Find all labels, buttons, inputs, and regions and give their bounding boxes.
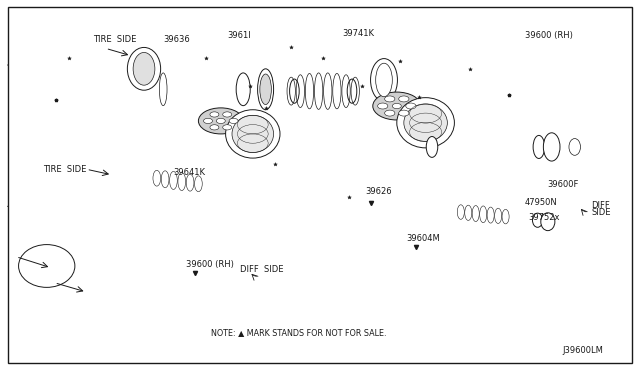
Text: NOTE: ▲ MARK STANDS FOR NOT FOR SALE.: NOTE: ▲ MARK STANDS FOR NOT FOR SALE.	[211, 328, 387, 337]
Ellipse shape	[287, 77, 296, 105]
Circle shape	[406, 103, 416, 109]
Text: 39636: 39636	[163, 35, 190, 44]
Circle shape	[399, 110, 409, 116]
Ellipse shape	[195, 176, 202, 192]
Circle shape	[392, 103, 401, 109]
Ellipse shape	[178, 173, 186, 190]
Ellipse shape	[153, 170, 161, 186]
Ellipse shape	[314, 73, 323, 109]
Circle shape	[385, 96, 395, 102]
Ellipse shape	[19, 245, 75, 287]
Ellipse shape	[161, 171, 169, 188]
Text: 39641K: 39641K	[173, 169, 205, 177]
Ellipse shape	[333, 73, 341, 109]
Ellipse shape	[487, 207, 494, 223]
Ellipse shape	[569, 138, 580, 155]
Circle shape	[385, 110, 395, 116]
Ellipse shape	[296, 75, 305, 108]
Ellipse shape	[457, 205, 464, 219]
Ellipse shape	[404, 104, 447, 141]
Text: TIRE  SIDE: TIRE SIDE	[44, 165, 87, 174]
Ellipse shape	[186, 174, 194, 191]
Ellipse shape	[541, 213, 555, 231]
Ellipse shape	[465, 205, 472, 221]
Circle shape	[229, 118, 238, 124]
Circle shape	[223, 125, 232, 130]
Ellipse shape	[502, 209, 509, 224]
Text: 3961I: 3961I	[227, 31, 251, 40]
Text: TIRE  SIDE: TIRE SIDE	[93, 35, 136, 44]
Ellipse shape	[226, 110, 280, 158]
Ellipse shape	[170, 171, 177, 189]
Circle shape	[216, 118, 225, 124]
Ellipse shape	[533, 135, 545, 158]
Ellipse shape	[472, 206, 479, 222]
Ellipse shape	[397, 97, 454, 148]
Ellipse shape	[230, 137, 244, 142]
Ellipse shape	[342, 75, 350, 108]
Text: DIFF: DIFF	[591, 201, 610, 210]
Ellipse shape	[257, 69, 274, 110]
Ellipse shape	[371, 58, 397, 101]
Text: 39741K: 39741K	[342, 29, 374, 38]
Text: SIDE: SIDE	[591, 208, 611, 217]
Ellipse shape	[236, 73, 250, 106]
Circle shape	[210, 125, 219, 130]
Ellipse shape	[159, 73, 167, 106]
Ellipse shape	[495, 208, 502, 224]
Ellipse shape	[133, 52, 155, 85]
Text: 39600 (RH): 39600 (RH)	[186, 260, 234, 269]
Ellipse shape	[401, 121, 416, 126]
Ellipse shape	[426, 137, 438, 157]
Text: J39600LM: J39600LM	[562, 346, 603, 355]
Ellipse shape	[260, 74, 271, 105]
Text: 39600 (RH): 39600 (RH)	[525, 31, 573, 40]
Circle shape	[210, 112, 219, 117]
Ellipse shape	[324, 73, 332, 109]
Ellipse shape	[127, 47, 161, 90]
Text: 47950N: 47950N	[525, 198, 557, 207]
Ellipse shape	[543, 133, 560, 161]
Text: 39626: 39626	[365, 187, 392, 196]
Text: DIFF  SIDE: DIFF SIDE	[240, 265, 284, 274]
Text: 39604M: 39604M	[406, 234, 440, 243]
Ellipse shape	[198, 108, 243, 134]
Ellipse shape	[305, 73, 314, 109]
Circle shape	[399, 96, 409, 102]
Text: 39600F: 39600F	[547, 180, 579, 189]
Ellipse shape	[232, 115, 274, 153]
Circle shape	[204, 118, 212, 124]
Ellipse shape	[480, 206, 486, 223]
Ellipse shape	[372, 92, 421, 120]
Ellipse shape	[532, 213, 543, 227]
Circle shape	[378, 103, 388, 109]
Ellipse shape	[376, 63, 392, 97]
Circle shape	[223, 112, 232, 117]
Text: 39752x: 39752x	[528, 213, 559, 222]
Ellipse shape	[351, 77, 360, 105]
